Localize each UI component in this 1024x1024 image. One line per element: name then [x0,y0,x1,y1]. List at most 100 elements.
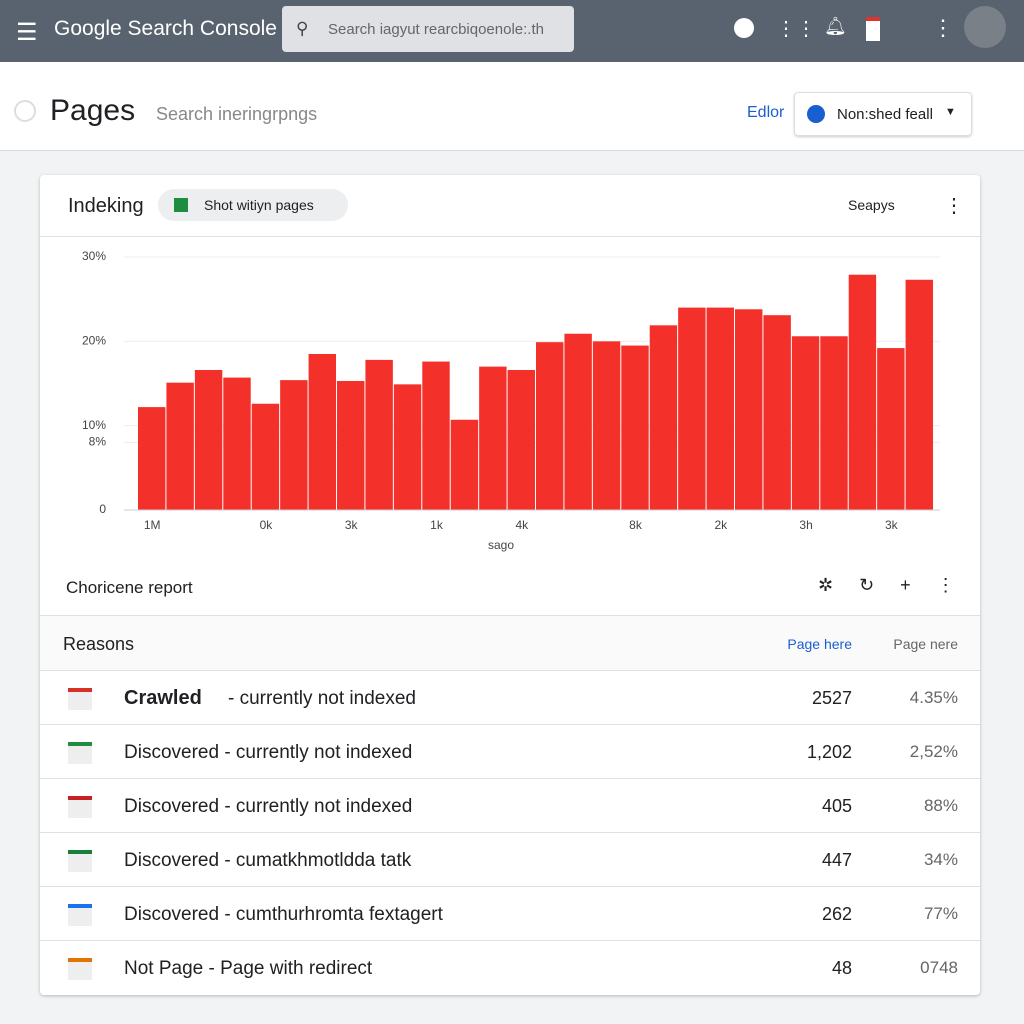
table-row[interactable]: Discovered - cumthurhromta fextagert 262 7… [40,886,980,941]
chart: 0 8% 10% 20% 30% 1M 0k 3k 1k 4k 8k 2k 3h 3k sago [82,249,940,552]
filter-chip[interactable]: Shot witiyn pages [158,189,348,221]
table-row[interactable]: Discovered - currently not indexed 405 88% [40,778,980,833]
row-icon [68,688,92,710]
y-tick-label: 30% [82,249,106,263]
row-percent: 4.35% [909,688,958,707]
column-header[interactable]: Page nere [893,636,958,652]
property-name: Non:shed feall [837,106,933,123]
bar [507,370,535,510]
range-select[interactable]: Seapys [848,197,895,213]
table-header: Reasons Page here Page nere [40,615,980,670]
bar [393,384,422,510]
bar [763,315,791,510]
table-row[interactable]: Not Page - Page with redirect 48 0748 [40,940,980,995]
row-percent: 88% [923,796,958,815]
y-tick-label: 0 [99,502,106,516]
bar [308,353,336,510]
product-name[interactable]: Google Search Console [54,17,277,40]
bar [905,279,933,510]
row-label: Discovered - currently not indexed [124,796,413,817]
card-header: Indeking Shot witiyn pages Seapys ⋮ [40,175,980,237]
page-subtitle: Search ineringrpngs [156,104,318,124]
avatar[interactable] [964,6,1006,48]
chip-label: Shot witiyn pages [204,197,314,213]
bar [735,309,763,510]
back-icon[interactable] [14,100,36,122]
bar [365,359,393,510]
edit-link[interactable]: Edlor [747,104,785,121]
row-label-strong: Crawled [124,687,202,709]
table-row[interactable]: Crawled - currently not indexed 2527 4.35% [40,670,980,725]
row-pages: 48 [831,958,852,978]
bar [592,341,621,510]
bar [194,370,223,510]
card: Indeking Shot witiyn pages Seapys ⋮ Chor… [40,175,980,995]
table-row[interactable]: Discovered - currently not indexed 1,202 2… [40,724,980,779]
x-tick-label: 2k [714,518,728,532]
bar [422,361,450,510]
row-label: Discovered - currently not indexed [124,742,413,763]
row-pages: 447 [821,850,852,870]
row-icon [68,958,92,980]
x-tick-label: 0k [260,518,274,532]
y-tick-label: 20% [82,334,106,348]
row-label: Discovered - cumthurhromta fextagert [124,904,443,925]
search-icon: ⚲ [296,19,309,38]
bar [536,342,564,510]
property-icon [807,105,825,123]
bar [706,307,734,510]
card-title: Indeking [68,195,144,217]
page-header: Pages Search ineringrpngs Edlor Non:shed… [0,62,1024,151]
bar [621,345,649,510]
top-bar: ☰ Google Search Console ⚲ Search iagyut … [0,0,1024,62]
search-box[interactable]: ⚲ Search iagyut rearcbiqoenole:.th [282,6,574,52]
x-axis-label: sago [488,538,514,552]
column-header[interactable]: Page here [787,636,852,652]
x-tick-label: 3k [885,518,899,532]
report-select[interactable]: Choricene report [66,578,193,597]
page-title: Pages [50,94,136,127]
row-percent: 2,52% [909,742,958,761]
row-pages: 405 [821,796,852,816]
dropdown-arrow: ▼ [945,106,956,118]
apps-icon[interactable]: ⋮⋮ [776,18,816,40]
bar [791,336,820,510]
row-icon [68,742,92,764]
bar [166,382,194,510]
bar [138,407,166,510]
row-icon [68,796,92,818]
bar [223,377,251,510]
bar [649,325,678,510]
row-label: Discovered - cumatkhmotldda tatk [124,850,412,871]
chip-icon [174,198,188,212]
bell-icon[interactable]: 🔔︎ [824,16,847,36]
row-percent: 77% [923,904,958,923]
bar [678,307,706,510]
bar [337,380,365,510]
column-header: Reasons [63,634,135,654]
bar [848,274,877,510]
x-tick-label: 3h [799,518,812,532]
notice-icon[interactable] [866,17,880,41]
y-tick-label: 10% [82,418,106,432]
x-tick-label: 1M [144,518,161,532]
bar [280,380,308,510]
x-tick-label: 4k [515,518,529,532]
row-pages: 2527 [811,688,852,708]
help-icon[interactable] [734,18,754,38]
table-row[interactable]: Discovered - cumatkhmotldda tatk 447 34% [40,832,980,887]
search-placeholder: Search iagyut rearcbiqoenole:.th [328,21,544,38]
toolbar-icons[interactable]: ✲↻+⋮ [818,575,981,595]
bar [877,348,905,510]
row-pages: 262 [821,904,852,924]
row-label: Not Page - Page with redirect [124,958,373,979]
menu-icon[interactable]: ☰ [16,19,38,46]
row-percent: 34% [923,850,958,869]
row-icon [68,904,92,926]
bar [820,336,848,510]
card-more[interactable]: ⋮ [944,195,964,217]
row-icon [68,850,92,872]
property-select[interactable]: Non:shed feall ▼ [794,92,972,136]
more-icon[interactable]: ⋮ [932,15,954,40]
